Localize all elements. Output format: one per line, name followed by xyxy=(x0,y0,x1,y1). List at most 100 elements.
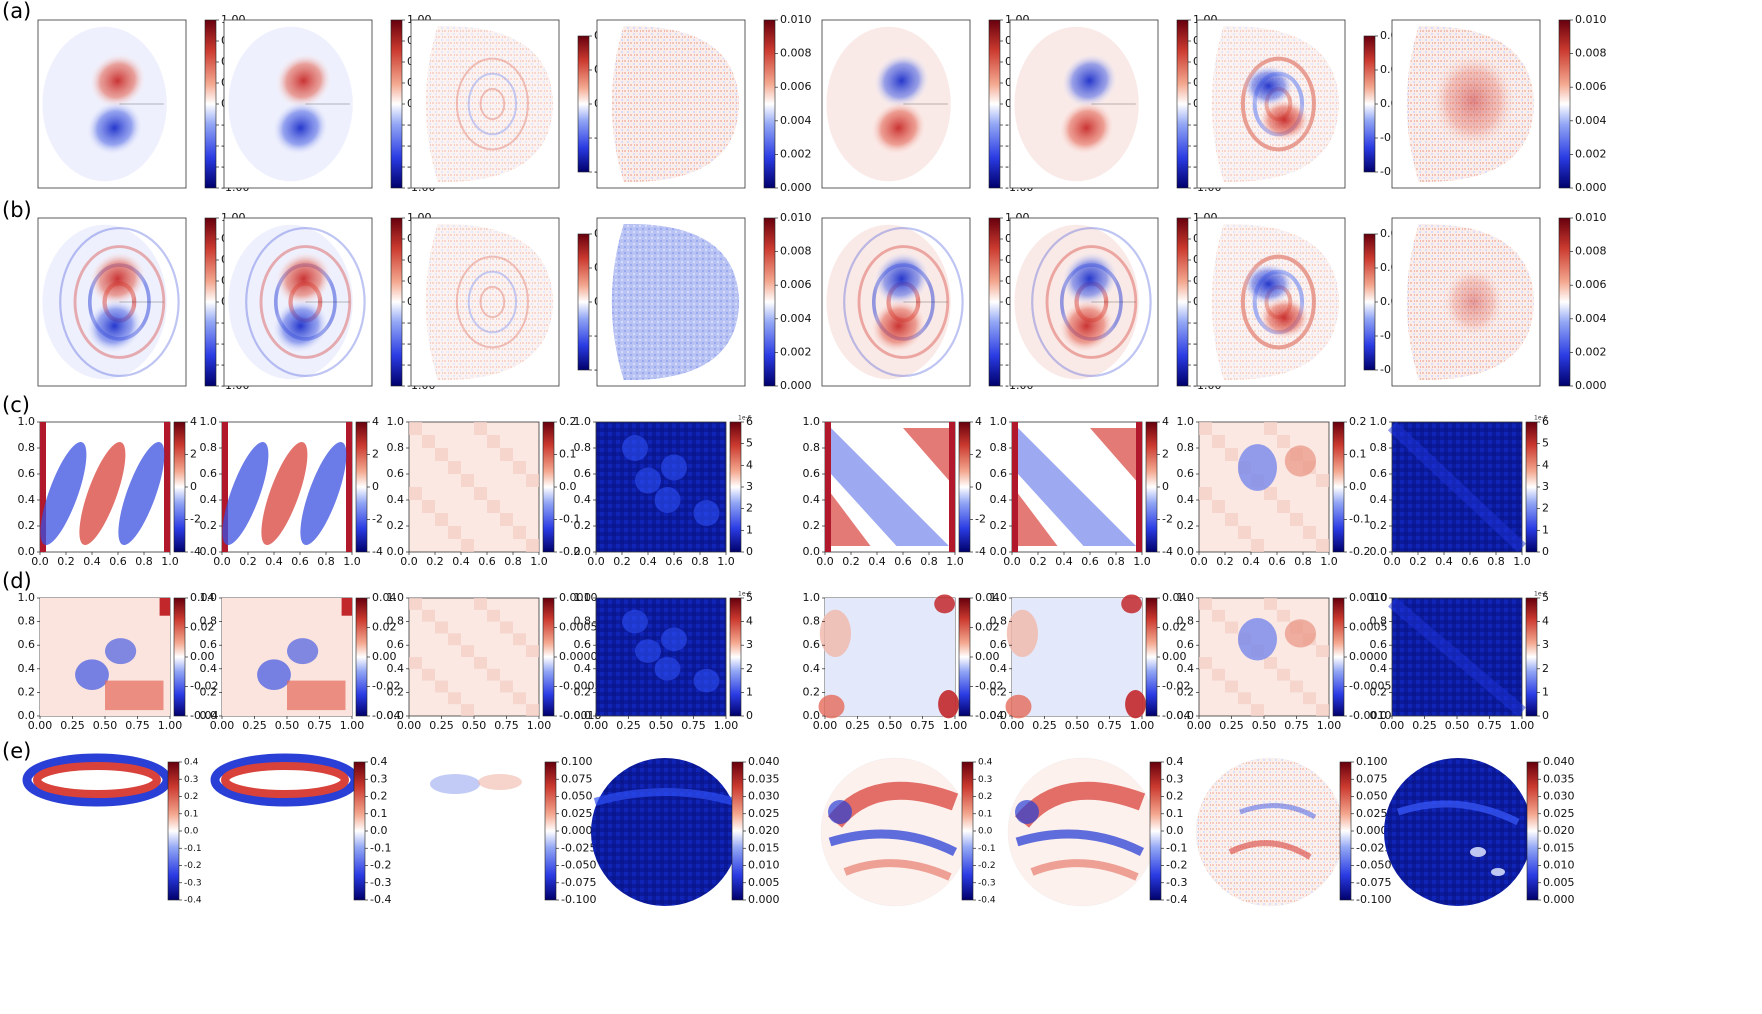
colorbar-tick-label: 0.002 xyxy=(780,147,812,160)
sphere-disk xyxy=(211,758,359,906)
colorbar-gradient xyxy=(173,421,186,553)
panel-e-right-4 xyxy=(1384,758,1532,906)
x-tick-label: 0.0 xyxy=(1190,555,1208,568)
y-tick-label: 0.6 xyxy=(574,638,592,651)
x-tick-label: 0.75 xyxy=(125,719,150,732)
colorbar-tick-label: 0.04 xyxy=(1162,591,1187,604)
x-tick-label: 0.75 xyxy=(307,719,332,732)
x-tick-label: 0.6 xyxy=(1461,555,1479,568)
y-tick-label: 1.0 xyxy=(200,591,218,604)
colorbar-tick-label: 0.1 xyxy=(370,807,388,820)
colorbar-gradient xyxy=(544,761,557,901)
colorbar-gradient xyxy=(355,421,368,553)
y-tick-label: 0.8 xyxy=(387,615,405,628)
y-tick-label: 0.6 xyxy=(803,638,821,651)
y-tick-label: 0.6 xyxy=(1177,638,1195,651)
colorbar-tick-label: 0.0 xyxy=(559,480,577,493)
colorbar-gradient xyxy=(1363,35,1376,173)
colorbar-exponent: 1e-6 xyxy=(1534,415,1548,422)
panel-b-left-3 xyxy=(410,217,560,387)
colorbar-a-4: 0.010 0.008 0.006 0.004 0.002 0.000 xyxy=(763,13,812,194)
x-tick-label: 0.4 xyxy=(1055,555,1073,568)
axes-d-2: 0.000.0 0.25 0.2 0.50 0.4 0.75 0.6 1.00 0.8 1.0 xyxy=(200,591,365,732)
panel-c-left-1 xyxy=(39,421,171,553)
y-tick-label: 0.6 xyxy=(387,638,405,651)
y-tick-label: 0.2 xyxy=(1370,685,1388,698)
colorbar-tick-label: 6 xyxy=(1542,415,1549,428)
colorbar-tick-label: 1 xyxy=(746,523,753,536)
y-tick-label: 0.4 xyxy=(990,493,1008,506)
x-tick-label: 1.0 xyxy=(1513,555,1531,568)
colorbar-tick-label: 5 xyxy=(746,591,753,604)
colorbar-tick-label: 0.000 xyxy=(1575,379,1607,392)
x-tick-label: 0.25 xyxy=(60,719,85,732)
panel-e-left-1 xyxy=(22,753,172,906)
panel-d-left-2 xyxy=(221,597,353,717)
colorbar-gradient xyxy=(988,19,1001,189)
y-tick-label: 0.2 xyxy=(990,685,1008,698)
colorbar-exponent: 1e-6 xyxy=(738,591,752,598)
colorbar-gradient xyxy=(1332,597,1345,717)
colorbar-tick-label: 0.4 xyxy=(184,758,199,768)
colorbar-gradient xyxy=(1525,597,1538,717)
colorbar-tick-label: 0 xyxy=(746,709,753,722)
colorbar-tick-label: 0.4 xyxy=(1166,755,1184,768)
colorbar-tick-label: 2 xyxy=(746,502,753,515)
colorbar-tick-label: 0.040 xyxy=(748,755,780,768)
y-tick-label: 0.4 xyxy=(1370,662,1388,675)
colorbar-d-6: 0.04 0.02 0.00 -0.02 -0.04 xyxy=(1145,591,1190,722)
y-tick-label: 0.8 xyxy=(574,615,592,628)
colorbar-b-8: 0.010 0.008 0.006 0.004 0.002 0.000 xyxy=(1558,211,1607,392)
colorbar-tick-label: 0.00 xyxy=(190,650,215,663)
x-tick-label: 0.2 xyxy=(1409,555,1427,568)
colorbar-tick-label: 0.004 xyxy=(780,312,812,325)
colorbar-tick-label: -0.0010 xyxy=(559,709,601,722)
colorbar-tick-label: 0.050 xyxy=(1356,790,1388,803)
y-tick-label: 0.4 xyxy=(1177,662,1195,675)
colorbar-tick-label: -0.02 xyxy=(975,680,1003,693)
y-tick-label: 1.0 xyxy=(200,415,218,428)
colorbar-tick-label: 0.0 xyxy=(370,824,388,837)
colorbar-gradient xyxy=(731,761,744,901)
x-tick-label: 0.00 xyxy=(584,719,609,732)
x-tick-label: 0.50 xyxy=(93,719,118,732)
y-tick-label: 0.4 xyxy=(803,493,821,506)
colorbar-gradient xyxy=(763,19,776,189)
colorbar-gradient xyxy=(577,233,590,371)
colorbar-gradient xyxy=(355,597,368,717)
x-tick-label: 1.00 xyxy=(1317,719,1342,732)
y-tick-label: 0.2 xyxy=(1370,519,1388,532)
colorbar-tick-label: -0.2 xyxy=(1166,859,1187,872)
y-tick-label: 0.8 xyxy=(200,615,218,628)
colorbar-tick-label: 0.004 xyxy=(1575,312,1607,325)
x-tick-label: 0.4 xyxy=(1242,555,1260,568)
panel-a-left-2 xyxy=(223,19,373,189)
colorbar-tick-label: 0.3 xyxy=(978,775,992,785)
y-tick-label: 0.2 xyxy=(1177,519,1195,532)
y-tick-label: 0.0 xyxy=(574,545,592,558)
y-tick-label: 0.4 xyxy=(18,662,36,675)
colorbar-tick-label: 1 xyxy=(1542,685,1549,698)
colorbar-tick-label: 3 xyxy=(1542,638,1549,651)
colorbar-tick-label: 0.004 xyxy=(1575,114,1607,127)
y-tick-label: 1.0 xyxy=(574,591,592,604)
colorbar-gradient xyxy=(1558,217,1571,387)
colorbar-tick-label: 0.0005 xyxy=(1349,621,1388,634)
colorbar-tick-label: 0 xyxy=(372,480,379,493)
x-tick-label: 0.0 xyxy=(400,555,418,568)
colorbar-tick-label: -0.1 xyxy=(1349,513,1370,526)
y-tick-label: 0.6 xyxy=(18,467,36,480)
colorbar-tick-label: -0.4 xyxy=(184,896,202,906)
x-tick-label: 0.25 xyxy=(845,719,870,732)
panel-b-left-1 xyxy=(37,217,187,387)
colorbar-tick-label: 4 xyxy=(1162,415,1169,428)
colorbar-tick-label: 0.000 xyxy=(1575,181,1607,194)
colorbar-tick-label: 0.04 xyxy=(372,591,397,604)
y-tick-label: 0.4 xyxy=(1370,493,1388,506)
panel-a-right-3 xyxy=(1196,19,1346,189)
y-tick-label: 0.2 xyxy=(803,519,821,532)
colorbar-tick-label: 0.0005 xyxy=(559,621,598,634)
x-tick-label: 0.2 xyxy=(57,555,75,568)
x-tick-label: 0.2 xyxy=(426,555,444,568)
colorbar-tick-label: -0.3 xyxy=(1166,876,1187,889)
